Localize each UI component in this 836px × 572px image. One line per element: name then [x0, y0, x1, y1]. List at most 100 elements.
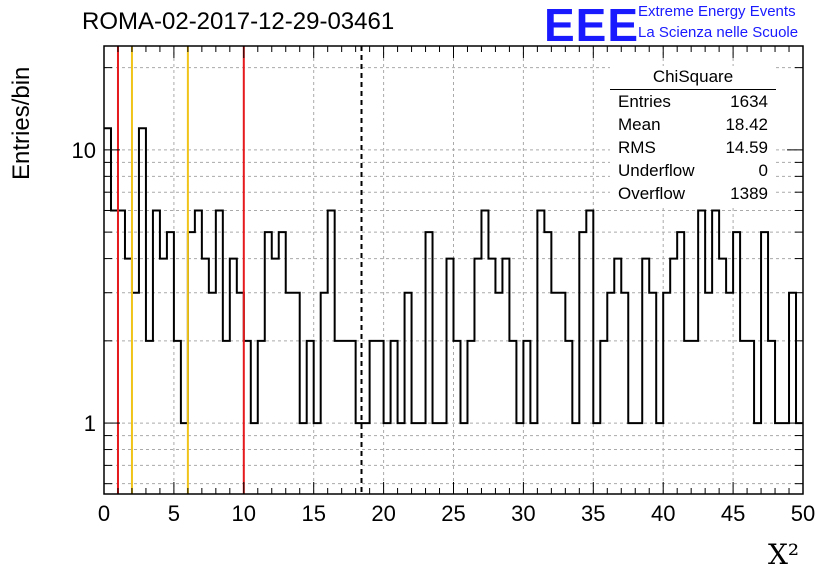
x-axis-label: X²	[768, 538, 800, 571]
histogram-bin	[509, 341, 516, 494]
x-tick-label: 35	[581, 501, 605, 526]
histogram-bin	[125, 259, 132, 494]
histogram-bin	[307, 341, 314, 494]
stats-value: 1389	[730, 184, 768, 203]
y-tick-label: 10	[72, 138, 96, 163]
stats-label: Overflow	[618, 184, 686, 203]
histogram-bin	[272, 259, 279, 494]
stats-row-rms: RMS 14.59	[610, 136, 776, 159]
histogram-bin	[544, 232, 551, 494]
histogram-bin	[216, 210, 223, 494]
histogram-bin	[223, 341, 230, 494]
stats-value: 1634	[730, 92, 768, 111]
histogram-bin	[454, 341, 461, 494]
histogram-bin	[195, 210, 202, 494]
stats-label: Entries	[618, 92, 671, 111]
histogram-bin	[174, 341, 181, 494]
histogram-bin	[488, 259, 495, 494]
stats-box: ChiSquare Entries 1634 Mean 18.42 RMS 14.59…	[610, 66, 776, 205]
x-tick-label: 5	[168, 501, 180, 526]
logo-tagline-1: Extreme Energy Events	[638, 3, 796, 20]
x-tick-label: 30	[511, 501, 535, 526]
y-axis-label: Entries/bin	[8, 66, 35, 180]
stats-label: Underflow	[618, 161, 695, 180]
stats-value: 18.42	[725, 115, 768, 134]
histogram-bin	[726, 293, 733, 494]
stats-label: RMS	[618, 138, 656, 157]
histogram-bin	[377, 341, 384, 494]
histogram-bin	[244, 341, 251, 494]
stats-row-mean: Mean 18.42	[610, 113, 776, 136]
histogram-bin	[523, 341, 530, 494]
x-tick-label: 15	[301, 501, 325, 526]
histogram-bin	[467, 341, 474, 494]
histogram-line	[104, 127, 803, 425]
histogram-bin	[447, 259, 454, 494]
eee-logo: EEE	[544, 0, 640, 51]
histogram-bin	[768, 341, 775, 494]
stats-row-entries: Entries 1634	[610, 90, 776, 113]
stats-value: 14.59	[725, 138, 768, 157]
histogram-bin	[705, 293, 712, 494]
histogram-bin	[132, 293, 139, 494]
histogram-bin	[370, 341, 377, 494]
y-tick-label: 1	[84, 411, 96, 436]
histogram-bin	[258, 341, 265, 494]
histogram-bin	[677, 232, 684, 494]
histogram-bin	[160, 259, 167, 494]
histogram-bin	[202, 259, 209, 494]
x-tick-label: 10	[232, 501, 256, 526]
histogram-bin	[153, 210, 160, 494]
histogram-bin	[209, 293, 216, 494]
histogram-bin	[279, 232, 286, 494]
histogram-bin	[789, 293, 796, 494]
histogram-bin	[712, 210, 719, 494]
histogram-bin	[733, 232, 740, 494]
histogram-bin	[579, 232, 586, 494]
histogram-bin	[426, 232, 433, 494]
histogram-bin	[111, 210, 118, 494]
histogram-bin	[237, 293, 244, 494]
histogram-bin	[293, 293, 300, 494]
histogram-bin	[558, 293, 565, 494]
x-tick-label: 50	[791, 501, 815, 526]
histogram-bin	[719, 259, 726, 494]
histogram-bin	[104, 128, 111, 494]
stats-row-overflow: Overflow 1389	[610, 182, 776, 205]
histogram-bin	[286, 293, 293, 494]
histogram-bin	[139, 128, 146, 494]
histogram-bin	[391, 341, 398, 494]
chart-title: ROMA-02-2017-12-29-03461	[82, 8, 395, 35]
histogram-bin	[349, 341, 356, 494]
histogram-bin	[670, 259, 677, 494]
histogram-bin	[481, 210, 488, 494]
x-tick-label: 40	[651, 501, 675, 526]
histogram-bin	[684, 341, 691, 494]
histogram-bin	[265, 232, 272, 494]
histogram-bin	[621, 293, 628, 494]
histogram-bin	[747, 341, 754, 494]
histogram-bin	[586, 210, 593, 494]
histogram-bin	[698, 210, 705, 494]
histogram-bin	[691, 341, 698, 494]
histogram-bin	[188, 232, 195, 494]
histogram-bin	[328, 210, 335, 494]
histogram-bin	[614, 259, 621, 494]
histogram-bin	[607, 293, 614, 494]
histogram-bin	[600, 341, 607, 494]
histogram-bin	[649, 293, 656, 494]
x-tick-label: 45	[721, 501, 745, 526]
stats-box-title: ChiSquare	[610, 66, 776, 90]
x-tick-label: 20	[371, 501, 395, 526]
histogram-bin	[335, 341, 342, 494]
x-tick-label: 0	[98, 501, 110, 526]
histogram-bin	[565, 341, 572, 494]
histogram-bin	[230, 259, 237, 494]
histogram-bin	[495, 293, 502, 494]
histogram-bin	[761, 232, 768, 494]
histogram-bin	[502, 259, 509, 494]
histogram-bin	[342, 341, 349, 494]
histogram-bin	[405, 293, 412, 494]
histogram-bin	[474, 259, 481, 494]
histogram-bin	[551, 293, 558, 494]
